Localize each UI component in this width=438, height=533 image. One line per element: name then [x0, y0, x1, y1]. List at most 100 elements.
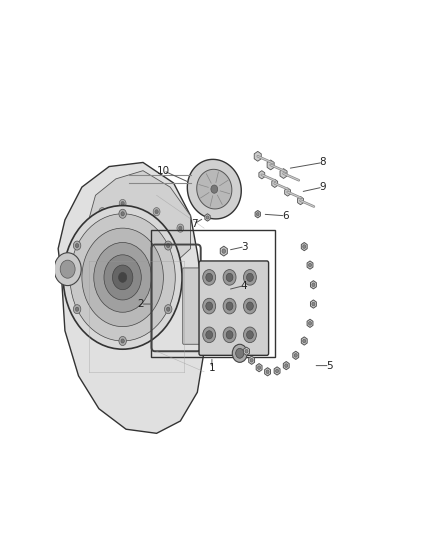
Polygon shape [255, 211, 260, 218]
Text: 4: 4 [241, 280, 247, 290]
Polygon shape [311, 281, 316, 289]
Circle shape [206, 302, 212, 310]
Circle shape [303, 245, 306, 248]
Circle shape [165, 241, 172, 250]
Circle shape [223, 327, 236, 343]
Circle shape [247, 330, 253, 339]
Circle shape [247, 273, 253, 281]
Circle shape [266, 370, 269, 374]
Polygon shape [267, 160, 274, 170]
Circle shape [312, 302, 315, 306]
Text: 2: 2 [138, 299, 144, 309]
Circle shape [203, 298, 215, 314]
Circle shape [73, 241, 81, 250]
Circle shape [244, 298, 256, 314]
Circle shape [245, 350, 248, 353]
Polygon shape [256, 364, 262, 372]
Circle shape [60, 260, 75, 278]
Circle shape [179, 226, 182, 230]
Circle shape [294, 353, 297, 357]
Circle shape [244, 270, 256, 285]
Text: 5: 5 [326, 361, 333, 370]
Circle shape [203, 327, 215, 343]
Circle shape [226, 330, 233, 339]
Circle shape [119, 272, 127, 282]
Polygon shape [274, 367, 280, 375]
Polygon shape [301, 337, 307, 345]
Polygon shape [265, 368, 271, 376]
Circle shape [276, 369, 279, 373]
Circle shape [232, 344, 247, 362]
Bar [152, 230, 276, 358]
Circle shape [101, 209, 104, 214]
Polygon shape [307, 261, 313, 269]
Polygon shape [254, 151, 261, 161]
Circle shape [99, 207, 106, 216]
Circle shape [121, 212, 124, 216]
Circle shape [75, 244, 79, 248]
Circle shape [308, 321, 311, 325]
Circle shape [177, 224, 184, 232]
Circle shape [258, 366, 261, 369]
Circle shape [223, 298, 236, 314]
Circle shape [63, 206, 182, 349]
Circle shape [206, 330, 212, 339]
Text: 8: 8 [320, 157, 326, 167]
Circle shape [165, 305, 172, 314]
Polygon shape [259, 171, 265, 179]
Circle shape [153, 207, 160, 216]
Polygon shape [197, 169, 232, 209]
Polygon shape [280, 168, 287, 179]
Circle shape [94, 243, 152, 312]
Polygon shape [311, 300, 316, 308]
Circle shape [119, 209, 127, 219]
Text: 1: 1 [208, 364, 215, 374]
Polygon shape [244, 347, 250, 356]
FancyBboxPatch shape [199, 261, 268, 356]
Polygon shape [58, 163, 204, 433]
Polygon shape [82, 171, 191, 261]
Circle shape [113, 265, 133, 290]
Polygon shape [249, 356, 254, 365]
Polygon shape [272, 179, 278, 188]
Circle shape [75, 307, 79, 311]
Circle shape [206, 216, 209, 219]
Text: 10: 10 [157, 166, 170, 176]
Text: 7: 7 [191, 219, 197, 229]
Circle shape [73, 305, 81, 314]
Text: 9: 9 [320, 182, 326, 192]
Circle shape [226, 302, 233, 310]
Polygon shape [307, 319, 313, 327]
Circle shape [222, 249, 226, 253]
Circle shape [121, 339, 124, 343]
Polygon shape [297, 197, 304, 205]
Polygon shape [220, 246, 227, 256]
Text: 3: 3 [241, 241, 248, 252]
Circle shape [256, 213, 259, 216]
Circle shape [166, 307, 170, 311]
Circle shape [155, 209, 158, 214]
Circle shape [250, 358, 253, 362]
Circle shape [308, 263, 311, 267]
FancyBboxPatch shape [183, 268, 205, 344]
Polygon shape [205, 214, 210, 221]
Circle shape [82, 228, 163, 327]
Circle shape [54, 253, 81, 286]
Circle shape [121, 201, 124, 206]
Text: 6: 6 [282, 211, 289, 221]
Circle shape [203, 270, 215, 285]
Circle shape [119, 199, 126, 207]
Circle shape [223, 270, 236, 285]
Circle shape [247, 302, 253, 310]
Circle shape [104, 255, 141, 300]
Circle shape [226, 273, 233, 281]
Circle shape [285, 364, 288, 367]
Circle shape [312, 283, 315, 287]
Circle shape [166, 244, 170, 248]
Polygon shape [283, 361, 289, 370]
Circle shape [244, 327, 256, 343]
Polygon shape [301, 243, 307, 251]
Circle shape [236, 349, 244, 358]
Circle shape [119, 336, 127, 345]
Polygon shape [187, 159, 241, 219]
